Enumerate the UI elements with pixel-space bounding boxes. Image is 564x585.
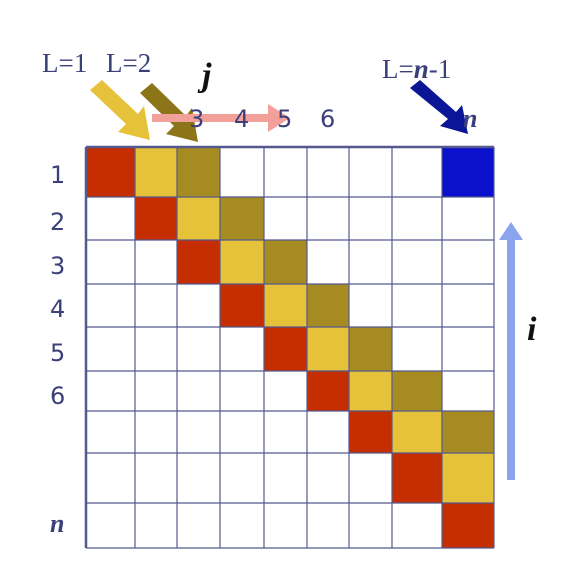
col-header-n: n [463, 104, 477, 133]
cell-diag-len1 [349, 371, 392, 411]
col-variable-j: j [197, 57, 212, 94]
cell-diag-len1 [442, 453, 494, 503]
row-header-1: 1 [50, 161, 65, 189]
cell-diag-main [349, 411, 392, 453]
arrow-len2 [140, 83, 198, 142]
cell-diag-main [392, 453, 442, 503]
cell-diag-main [442, 503, 494, 548]
row-header-4: 4 [50, 295, 65, 323]
col-header-6: 6 [320, 105, 335, 133]
row-variable-i: i [527, 311, 537, 348]
label-len2: L=2 [106, 48, 151, 78]
cell-diag-main [264, 327, 307, 371]
cell-diag-len2 [392, 371, 442, 411]
row-header-n: n [50, 509, 64, 538]
dp-cells [86, 147, 494, 548]
cell-diag-main [135, 197, 177, 240]
cell-diag-len2 [349, 327, 392, 371]
cell-diag-len1 [135, 147, 177, 197]
cell-diag-main [177, 240, 220, 284]
cell-diag-len1 [177, 197, 220, 240]
cell-diag-len2 [264, 240, 307, 284]
cell-diag-len1 [392, 411, 442, 453]
cell-corner-n [442, 147, 494, 197]
cell-diag-main [307, 371, 349, 411]
label-len1: L=1 [42, 48, 87, 78]
cell-diag-len1 [307, 327, 349, 371]
label-len-last: L=n-1 [382, 54, 451, 84]
cell-diag-main [86, 147, 135, 197]
row-header-6: 6 [50, 382, 65, 410]
cell-diag-len2 [177, 147, 220, 197]
arrow-j [152, 104, 290, 132]
dp-grid [84, 145, 495, 549]
cell-diag-len1 [220, 240, 264, 284]
row-header-3: 3 [50, 252, 65, 280]
arrow-len1 [90, 80, 150, 140]
col-header-3: 3 [189, 105, 204, 133]
cell-diag-len1 [264, 284, 307, 327]
cell-diag-len2 [307, 284, 349, 327]
cell-diag-len2 [442, 411, 494, 453]
cell-diag-main [220, 284, 264, 327]
col-header-5: 5 [277, 105, 292, 133]
row-header-2: 2 [50, 208, 65, 236]
cell-diag-len2 [220, 197, 264, 240]
arrow-i [499, 222, 523, 480]
arrow-last [410, 80, 468, 134]
col-header-4: 4 [234, 105, 249, 133]
row-header-5: 5 [50, 339, 65, 367]
